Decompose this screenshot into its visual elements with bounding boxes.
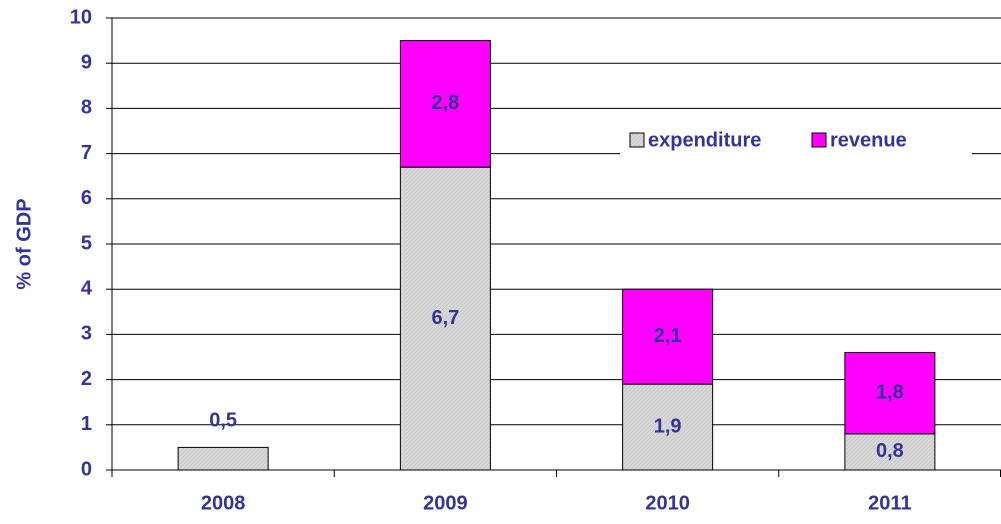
x-tick-label: 2008	[201, 492, 246, 514]
x-tick-label: 2009	[423, 492, 468, 514]
legend-box	[620, 124, 972, 156]
y-tick-label: 6	[81, 187, 92, 209]
y-tick-label: 10	[70, 6, 92, 28]
y-tick-label: 1	[81, 413, 92, 435]
y-tick-label: 3	[81, 323, 92, 345]
bar-segment	[177, 446, 269, 471]
data-label: 2,1	[654, 325, 682, 347]
data-label: 2,8	[431, 92, 459, 114]
y-tick-label: 5	[81, 232, 92, 254]
y-tick-label: 9	[81, 51, 92, 73]
y-axis-title: % of GDP	[13, 198, 35, 289]
data-label: 1,9	[654, 415, 682, 437]
bar-segment	[399, 40, 491, 168]
x-tick-label: 2011	[868, 492, 911, 514]
x-tick-label: 2010	[645, 492, 690, 514]
data-label: 0,8	[876, 440, 904, 462]
legend-label: expenditure	[648, 129, 761, 151]
y-tick-label: 2	[81, 368, 92, 390]
bar-segment	[622, 288, 714, 385]
data-label: 1,8	[876, 381, 904, 403]
legend-label: revenue	[830, 129, 907, 151]
legend-swatch	[629, 132, 645, 148]
y-tick-label: 4	[81, 277, 93, 299]
legend: expenditure revenue	[620, 124, 972, 156]
data-label: 0,5	[209, 410, 237, 432]
bar-segment	[399, 166, 491, 471]
data-label: 6,7	[431, 307, 459, 329]
y-tick-label: 8	[81, 97, 92, 119]
legend-swatch	[811, 132, 827, 148]
y-tick-label: 0	[81, 458, 92, 480]
bar-segment	[844, 433, 936, 471]
y-tick-label: 7	[81, 142, 92, 164]
bar-segment	[844, 351, 936, 435]
